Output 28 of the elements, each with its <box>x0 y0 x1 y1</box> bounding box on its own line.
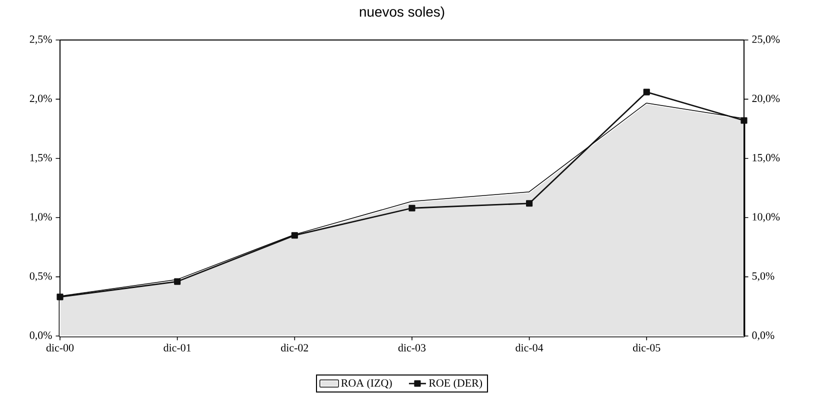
legend-label: ROE (DER) <box>428 378 482 389</box>
point <box>740 117 748 124</box>
y2-tick-label: 10,0% <box>752 213 780 222</box>
y-tick-label: 0,0% <box>30 332 52 340</box>
point <box>643 88 650 96</box>
y2-tick-label: 15,0% <box>752 154 780 163</box>
y-tick-label: 0,5% <box>30 272 52 282</box>
y2-tick-label: 0,0% <box>752 332 774 340</box>
x-tick-label: dic-04 <box>516 344 544 352</box>
legend-label: ROA (IZQ) <box>341 378 392 389</box>
x-tick-label: dic-00 <box>46 344 74 352</box>
y-tick-label: 2,0% <box>30 94 52 104</box>
point <box>408 204 416 212</box>
point <box>56 294 64 300</box>
y2-tick-label: 5,0% <box>752 272 774 282</box>
point <box>526 200 533 207</box>
chart-title: nuevos soles) <box>360 6 444 20</box>
x-tick-label: dic-01 <box>164 344 191 352</box>
x-tick-label: dic-03 <box>398 344 426 352</box>
y-tick-label: 1,0% <box>30 213 52 222</box>
point <box>174 278 181 285</box>
y-tick-label: 2,5% <box>30 36 52 44</box>
point <box>291 232 298 239</box>
y2-tick-label: 25,0% <box>752 36 780 44</box>
y2-tick-label: 20,0% <box>752 94 780 104</box>
x-tick-label: dic-02 <box>281 344 308 352</box>
x-tick-label: dic-05 <box>633 344 660 352</box>
y-tick-label: 1,5% <box>30 154 52 163</box>
